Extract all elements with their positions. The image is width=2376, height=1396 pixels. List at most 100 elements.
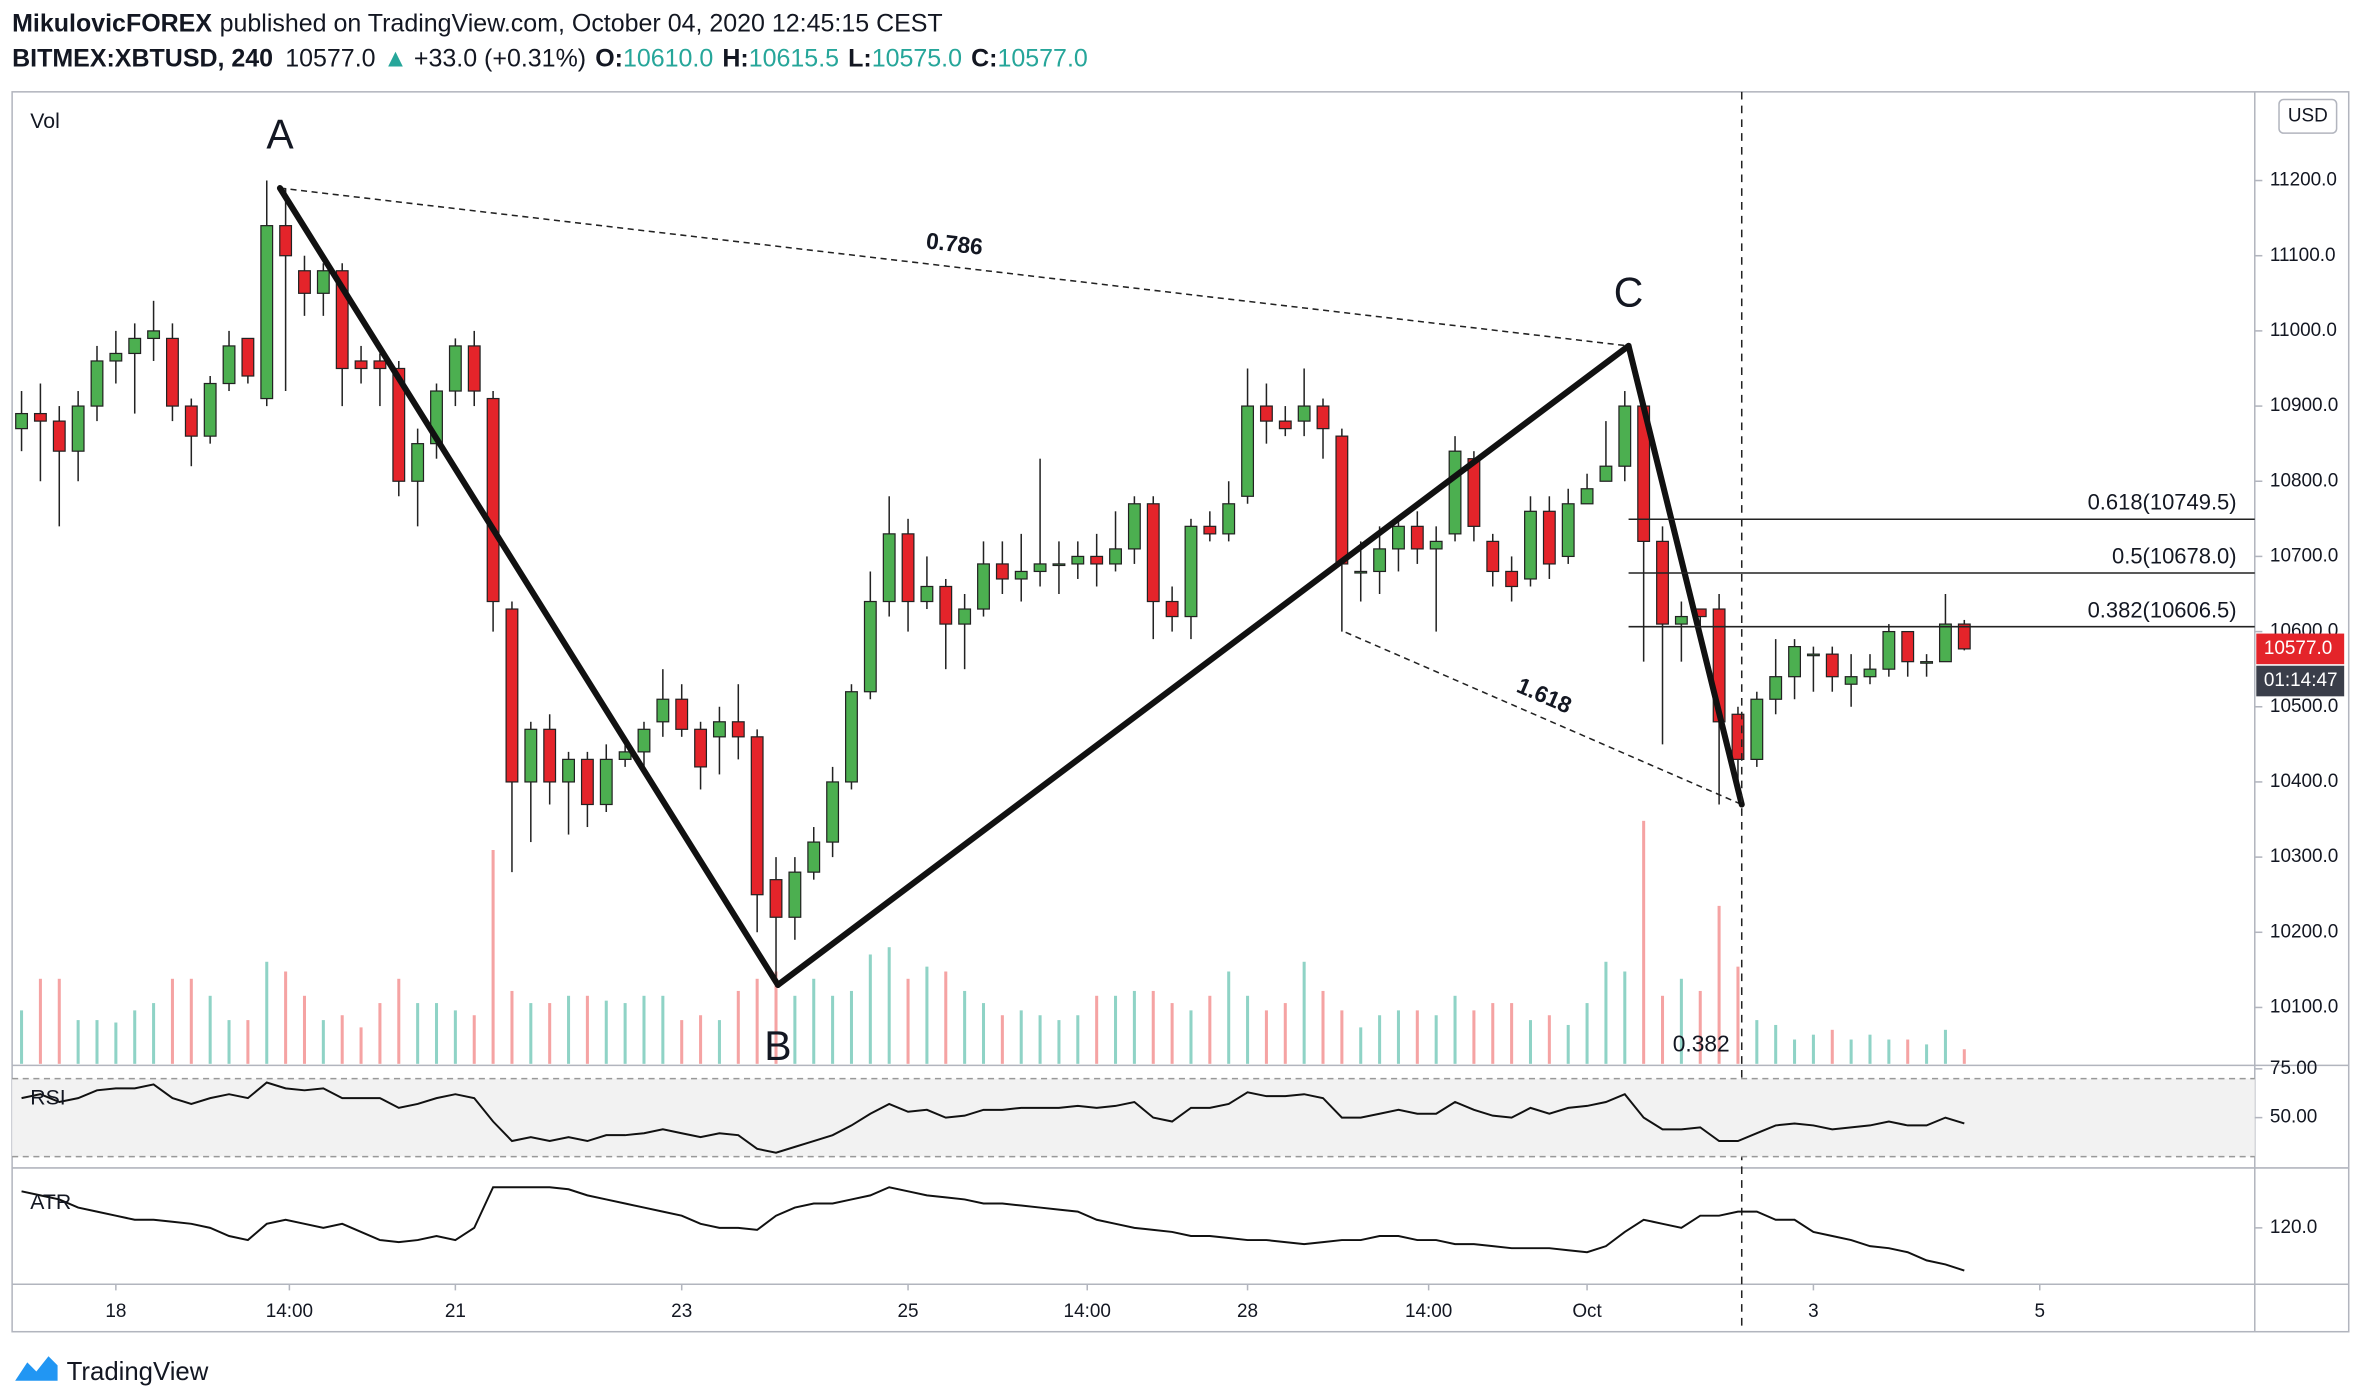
candle-body xyxy=(260,225,274,400)
volume-bar xyxy=(284,971,288,1064)
ohlc-value: 10575.0 xyxy=(872,44,962,72)
volume-bar xyxy=(1151,990,1155,1064)
price: 10577.0 xyxy=(285,44,375,72)
volume-bar xyxy=(491,849,495,1064)
candle-body xyxy=(656,698,670,723)
candle-body xyxy=(448,345,462,392)
candle-body xyxy=(1278,420,1292,430)
x-tick-label: 21 xyxy=(445,1301,466,1322)
candle-body xyxy=(1561,503,1575,558)
volume-bar xyxy=(1227,971,1231,1064)
candle-body xyxy=(1505,570,1519,588)
candle-body xyxy=(1014,570,1028,580)
atr-tick-label: 120.0 xyxy=(2270,1217,2317,1238)
candle-body xyxy=(1674,615,1688,625)
pattern-leg xyxy=(1625,342,1745,808)
last-price-badge xyxy=(2256,633,2345,665)
publisher: MikulovicFOREX xyxy=(12,9,212,37)
volume-bar xyxy=(133,1010,137,1064)
volume-bar xyxy=(1189,1010,1193,1064)
candle-body xyxy=(1033,563,1047,573)
candle-body xyxy=(1618,405,1632,467)
volume-bar xyxy=(1019,1010,1023,1064)
candle-body xyxy=(1071,555,1085,565)
candle-body xyxy=(977,563,990,610)
volume-bar xyxy=(1076,1015,1080,1064)
volume-bar xyxy=(567,995,571,1064)
volume-bar xyxy=(1566,1024,1570,1064)
brand-logo: TradingView xyxy=(15,1356,209,1386)
candle-body xyxy=(33,412,47,422)
fib-label: 0.382(10606.5) xyxy=(2088,597,2237,622)
y-tick-label: 10100.0 xyxy=(2270,996,2338,1017)
volume-bar xyxy=(1378,1015,1382,1064)
candle-body xyxy=(524,728,538,783)
candle-body xyxy=(807,841,821,873)
volume-bar xyxy=(95,1020,99,1064)
candle-body xyxy=(863,600,877,693)
volume-bar xyxy=(76,1020,80,1064)
vertical-label: 0.382 xyxy=(1673,1030,1730,1056)
x-tick-label: 14:00 xyxy=(1064,1301,1111,1322)
candle-body xyxy=(1542,510,1556,565)
volume-bar xyxy=(1736,966,1740,1064)
volume-bar xyxy=(831,995,835,1064)
countdown-badge xyxy=(2256,665,2345,697)
volume-bar xyxy=(170,978,174,1064)
candle-body xyxy=(1354,570,1368,574)
candle-body xyxy=(1486,540,1500,573)
volume-bar xyxy=(20,1010,24,1064)
candle-body xyxy=(995,563,1009,580)
x-tick-label: 28 xyxy=(1237,1301,1258,1322)
candle-body xyxy=(958,608,972,625)
volume-bar xyxy=(1811,1034,1815,1064)
candle-body xyxy=(543,728,557,783)
candle-body xyxy=(52,420,66,452)
volume-bar xyxy=(642,995,646,1064)
pattern-label: B xyxy=(764,1023,791,1069)
candle-body xyxy=(788,871,802,918)
volume-bar xyxy=(755,978,759,1064)
candle-body xyxy=(1259,405,1273,422)
volume-bar xyxy=(189,978,193,1064)
candle-body xyxy=(392,367,406,482)
y-tick-label: 10500.0 xyxy=(2270,696,2338,717)
candle-body xyxy=(1863,668,1877,678)
candle-body xyxy=(1448,450,1462,535)
ratio-label: 0.786 xyxy=(925,227,984,260)
y-tick-label: 10700.0 xyxy=(2270,545,2338,566)
header-line: BITMEX:XBTUSD, 240 10577.0 ▲ +33.0 (+0.31%)… xyxy=(12,44,1088,72)
volume-bar xyxy=(1132,990,1136,1064)
candle-body xyxy=(562,758,575,783)
volume-bar xyxy=(1453,995,1457,1064)
volume-bar xyxy=(1038,1015,1042,1064)
candle-body xyxy=(1599,465,1613,482)
volume-bar xyxy=(246,1020,250,1064)
candle-body xyxy=(1524,510,1537,580)
candle-body xyxy=(939,585,953,625)
candle-body xyxy=(335,270,349,370)
brand-icon xyxy=(15,1356,58,1381)
candle-body xyxy=(1165,600,1179,618)
volume-bar xyxy=(1057,1020,1061,1064)
x-tick-label: 23 xyxy=(671,1301,692,1322)
y-tick-label: 10400.0 xyxy=(2270,771,2338,792)
candle-body xyxy=(411,443,425,482)
published: published on TradingView.com, October 04… xyxy=(220,9,943,37)
volume-bar xyxy=(1547,1015,1551,1064)
candle-body xyxy=(1410,525,1424,550)
ohlc-key: H: xyxy=(722,44,748,72)
volume-bar xyxy=(604,1000,608,1064)
volume-bar xyxy=(1434,1015,1438,1064)
volume-bar xyxy=(699,1015,703,1064)
volume-bar xyxy=(1642,820,1646,1064)
volume-bar xyxy=(1623,971,1627,1064)
countdown: 01:14:47 xyxy=(2264,670,2338,691)
volume-bar xyxy=(1302,961,1306,1064)
candle-body xyxy=(769,879,783,918)
volume-bar xyxy=(1661,995,1665,1064)
candle-body xyxy=(15,412,29,430)
pattern-leg xyxy=(774,342,1632,988)
candle-body xyxy=(147,330,161,340)
